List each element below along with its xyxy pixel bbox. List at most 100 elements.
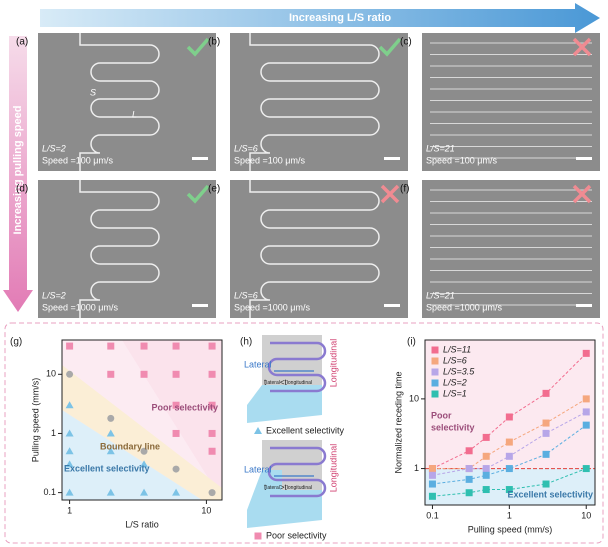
photo-panel: L/S=21 Speed =100 μm/s	[422, 33, 600, 171]
time-part: longitudinal	[287, 380, 312, 386]
panel-letter: (f)	[400, 184, 409, 195]
liquid	[247, 470, 322, 528]
time-part: t	[285, 483, 288, 492]
photo-panel: L/S=6 Speed =1000 μm/s	[230, 180, 408, 318]
square-marker	[542, 450, 550, 458]
square-marker	[505, 413, 513, 421]
triangle-marker	[172, 488, 181, 496]
panel-letter: (d)	[16, 184, 28, 195]
legend-label: L/S=6	[443, 355, 467, 365]
longitudinal-label: Longitudinal	[328, 339, 338, 388]
square-marker	[208, 401, 216, 409]
photo-panel: L/S=2 Speed =100 μm/s S L	[38, 33, 216, 171]
time-part: <	[280, 378, 285, 387]
side-arrow	[3, 36, 33, 312]
square-marker	[465, 447, 473, 455]
square-marker	[172, 401, 180, 409]
triangle-marker	[254, 427, 262, 434]
x-tick-label: 10	[581, 510, 591, 520]
circle-marker	[172, 465, 180, 473]
square-marker	[208, 429, 216, 437]
square-marker	[431, 390, 439, 398]
scale-bar	[384, 157, 400, 160]
square-marker	[431, 346, 439, 354]
region-label: Poor	[431, 410, 452, 420]
top-arrow-label: Increasing L/S ratio	[289, 12, 391, 24]
circle-marker	[66, 370, 74, 378]
square-marker	[505, 486, 513, 494]
square-marker	[140, 342, 148, 350]
region-label: Poor selectivity	[151, 402, 218, 412]
square-marker	[482, 433, 490, 441]
legend-label: L/S=11	[443, 344, 471, 354]
triangle-marker	[106, 447, 115, 455]
triangle-marker	[106, 429, 115, 437]
square-marker	[107, 370, 115, 378]
panel-letter: (a)	[16, 37, 28, 48]
scale-bar	[576, 157, 592, 160]
square-marker	[482, 465, 490, 473]
legend-label: L/S=2	[443, 377, 467, 387]
time-part: longitudinal	[287, 485, 312, 491]
square-marker	[582, 349, 590, 357]
check-mark	[186, 184, 210, 204]
region-label: Excellent selectivity	[64, 463, 150, 473]
y-tick-label: 10	[409, 393, 419, 403]
lateral-label: Lateral	[244, 464, 272, 474]
time-part: t	[264, 378, 267, 387]
square-marker	[582, 421, 590, 429]
square-marker	[428, 480, 436, 488]
circle-marker	[208, 489, 216, 497]
triangle-marker	[65, 401, 74, 409]
liquid	[247, 385, 322, 423]
time-part: t	[285, 378, 288, 387]
cross-mark	[572, 37, 592, 57]
circle-marker	[107, 414, 115, 422]
panel-letter: (e)	[208, 184, 220, 195]
photo	[422, 33, 600, 171]
legend-label: L/S=3.5	[443, 366, 475, 376]
panel-letter: (h)	[240, 337, 252, 348]
series-line	[432, 411, 587, 476]
square-marker	[505, 438, 513, 446]
triangle-marker	[140, 460, 149, 468]
region-label: Boundary line	[100, 441, 160, 451]
y-axis-label: Pulling speed (mm/s)	[30, 378, 40, 463]
check-mark	[186, 37, 210, 57]
square-marker	[542, 429, 550, 437]
square-marker	[140, 370, 148, 378]
square-marker	[542, 419, 550, 427]
series-line	[432, 398, 587, 470]
panel-letter: (b)	[208, 37, 220, 48]
speed-label: Speed =1000 μm/s	[42, 302, 118, 312]
panel-letter: (g)	[10, 337, 22, 348]
region-label: selectivity	[431, 422, 475, 432]
photo-panel: L/S=21 Speed =1000 μm/s	[422, 180, 600, 318]
square-marker	[254, 532, 262, 540]
plot-frame	[424, 339, 596, 506]
square-marker	[208, 370, 216, 378]
scale-bar	[384, 304, 400, 307]
serpentine-channel	[79, 180, 160, 318]
square-marker	[431, 379, 439, 387]
cross-mark	[572, 184, 592, 204]
square-marker	[66, 342, 74, 350]
y-axis-label: Normalized receding time	[393, 371, 403, 473]
serpentine-channel	[249, 180, 380, 318]
x-tick-label: 0.1	[426, 510, 439, 520]
plot-frame	[61, 339, 223, 501]
time-part: lateral	[266, 485, 280, 491]
time-part: lateral	[266, 380, 280, 386]
triangle-marker	[65, 488, 74, 496]
square-marker	[582, 465, 590, 473]
square-marker	[505, 452, 513, 460]
time-relation: tlateral<tlongitudinal	[264, 378, 312, 387]
x-tick-label: 1	[67, 505, 72, 515]
photo	[38, 33, 216, 171]
serpentine-channel	[249, 33, 380, 171]
photo	[38, 180, 216, 318]
square-marker	[465, 465, 473, 473]
speed-label: Speed =100 μm/s	[426, 155, 497, 165]
square-marker	[431, 357, 439, 365]
square-marker	[428, 465, 436, 473]
